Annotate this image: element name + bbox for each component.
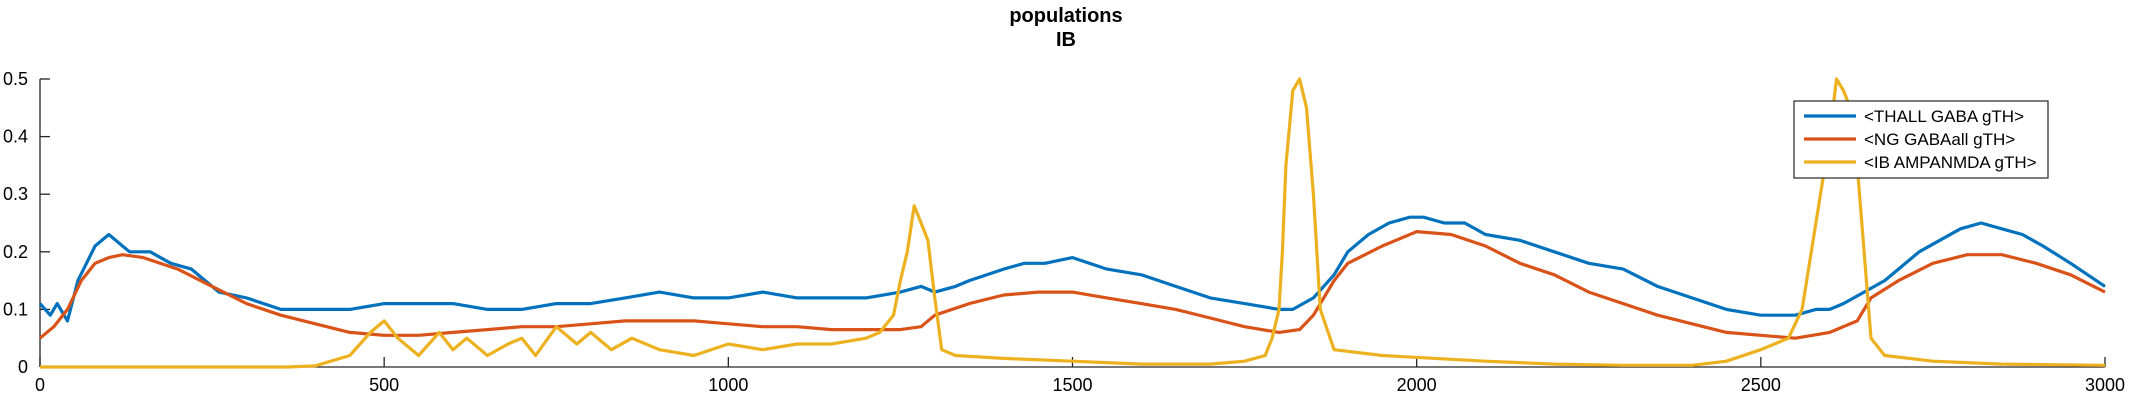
series-line-2 [38,230,2106,340]
y-tick-label: 0.3 [3,184,28,204]
x-tick-label: 500 [369,375,399,395]
legend-label-2: <NG GABAall gTH> [1864,130,2015,149]
y-tick-label: 0.5 [3,69,28,89]
series-line-3 [40,77,2106,369]
chart-title: populations IB [1009,5,1122,51]
x-tick-label: 0 [35,375,45,395]
x-tick-label: 1000 [708,375,748,395]
y-tick-label: 0.1 [3,299,28,319]
series-line-1 [38,215,2106,323]
x-tick-label: 2000 [1397,375,1437,395]
legend: <THALL GABA gTH> <NG GABAall gTH> <IB AMPA… [1793,100,2049,179]
x-tick-label: 3000 [2085,375,2125,395]
legend-label-1: <THALL GABA gTH> [1864,107,2024,126]
chart-title-line-2: IB [1056,29,1076,51]
chart-title-line-1: populations [1009,5,1122,27]
y-tick-label: 0.2 [3,242,28,262]
x-tick-label: 1500 [1052,375,1092,395]
series-layer [38,77,2106,369]
y-tick-label: 0.4 [3,127,28,147]
legend-label-3: <IB AMPANMDA gTH> [1864,153,2037,172]
y-tick-label: 0 [18,357,28,377]
x-tick-label: 2500 [1741,375,1781,395]
axes: 0 500 1000 1500 2000 2500 3000 0 0.1 0.2 0.3 0.4 0.5 [3,69,2125,395]
